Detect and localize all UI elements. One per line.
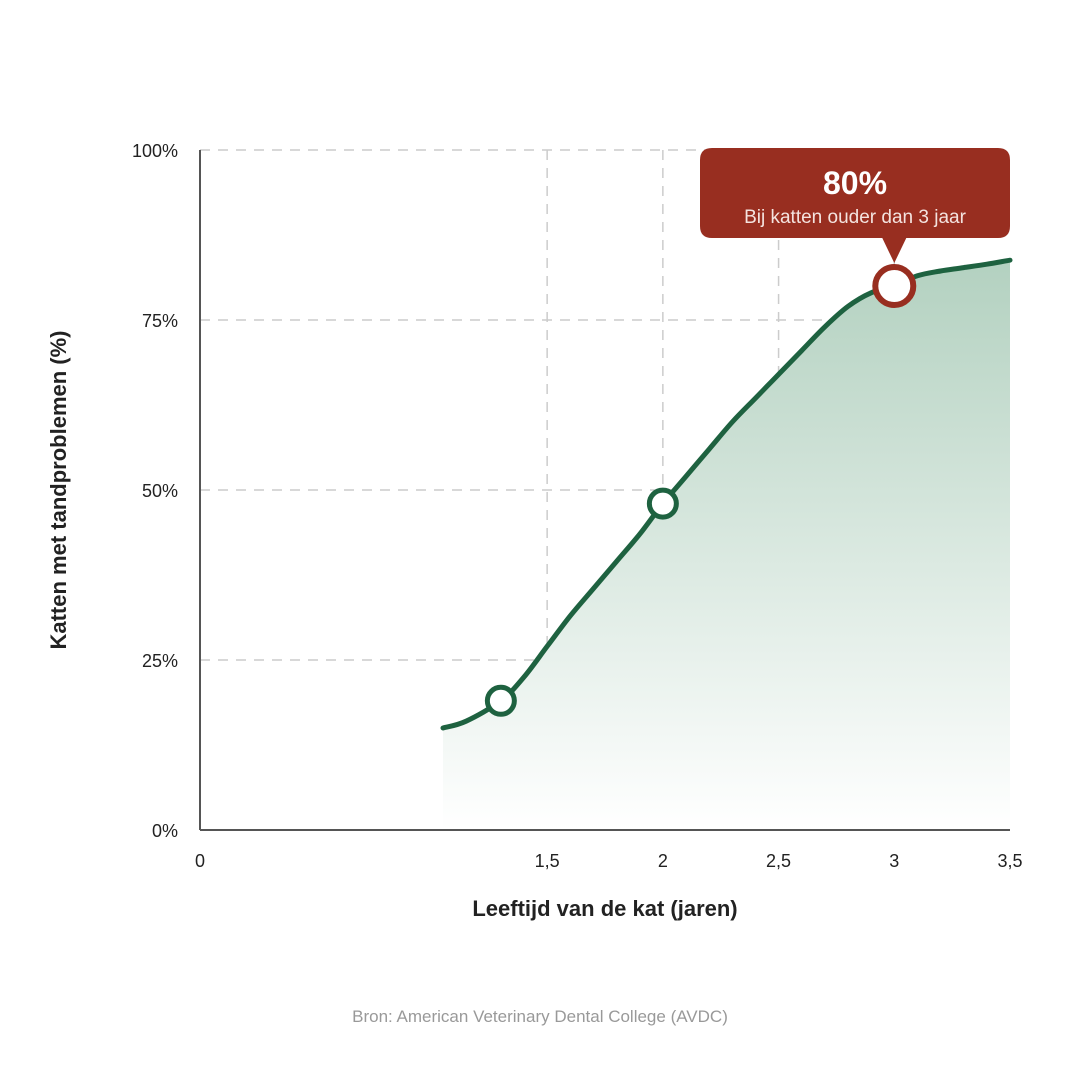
data-marker (646, 487, 679, 520)
x-tick-label: 2 (658, 851, 668, 871)
data-marker (484, 684, 517, 717)
callout-box (700, 148, 1010, 263)
x-tick-label: 1,5 (535, 851, 560, 871)
data-markers (484, 264, 917, 717)
y-tick-label: 25% (142, 651, 178, 671)
y-tick-label: 50% (142, 481, 178, 501)
source-note: Bron: American Veterinary Dental College… (352, 1007, 728, 1026)
highlight-callout: 80% Bij katten ouder dan 3 jaar (700, 148, 1010, 263)
x-tick-label: 2,5 (766, 851, 791, 871)
y-tick-label: 75% (142, 311, 178, 331)
callout-value: 80% (823, 165, 887, 201)
x-axis-title: Leeftijd van de kat (jaren) (472, 896, 737, 921)
tick-labels: 0% 25% 50% 75% 100% 0 1,5 2 2,5 3 3,5 (132, 141, 1023, 871)
callout-text: Bij katten ouder dan 3 jaar (744, 207, 966, 228)
x-tick-label: 3,5 (997, 851, 1022, 871)
highlight-marker (872, 264, 917, 308)
y-axis-title: Katten met tandproblemen (%) (46, 330, 71, 649)
area-fill (443, 260, 1010, 830)
series-line (440, 257, 1013, 731)
y-tick-label: 0% (152, 821, 178, 841)
axes (199, 150, 1010, 831)
y-tick-label: 100% (132, 141, 178, 161)
x-tick-label: 0 (195, 851, 205, 871)
x-tick-label: 3 (889, 851, 899, 871)
